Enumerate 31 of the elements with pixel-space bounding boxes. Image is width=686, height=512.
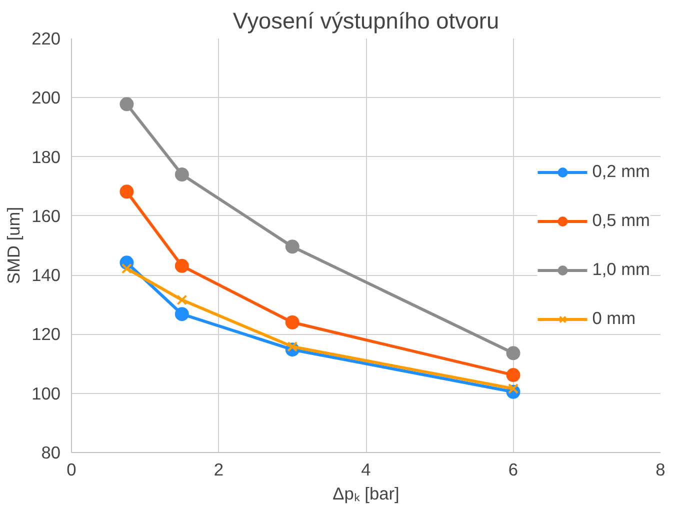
point xyxy=(120,184,134,199)
chart-title: Vyosení výstupního otvoru xyxy=(232,8,500,34)
point xyxy=(174,168,189,182)
point xyxy=(506,346,520,360)
y-tick-label: 220 xyxy=(32,28,61,48)
x-tick-label: 8 xyxy=(656,460,666,480)
y-tick-label: 180 xyxy=(32,146,61,167)
legend-label: 1,0 mm xyxy=(592,259,650,280)
y-tick-label: 100 xyxy=(32,383,61,404)
y-tick-label: 80 xyxy=(41,442,61,462)
y-tick-label: 160 xyxy=(32,206,61,226)
x-tick-label: 4 xyxy=(361,460,372,480)
y-tick-label: 200 xyxy=(32,88,61,108)
x-tick-label: 6 xyxy=(508,460,518,480)
point xyxy=(174,307,189,322)
legend-label: 0,5 mm xyxy=(592,210,650,231)
x-tick-label: 0 xyxy=(66,460,76,480)
y-tick-label: 120 xyxy=(32,324,61,344)
point xyxy=(506,368,520,382)
point xyxy=(176,294,188,306)
point xyxy=(120,97,134,112)
point xyxy=(121,263,132,274)
legend-label: 0 mm xyxy=(592,308,636,329)
y-axis-title: SMD [um] xyxy=(4,206,24,284)
x-tick-label: 2 xyxy=(214,460,224,480)
legend-label: 0,2 mm xyxy=(592,161,650,182)
x-axis-title: Δpₖ [bar] xyxy=(332,484,400,504)
y-tick-label: 140 xyxy=(32,265,61,286)
point xyxy=(285,315,300,330)
point xyxy=(285,240,300,254)
point xyxy=(174,258,189,273)
